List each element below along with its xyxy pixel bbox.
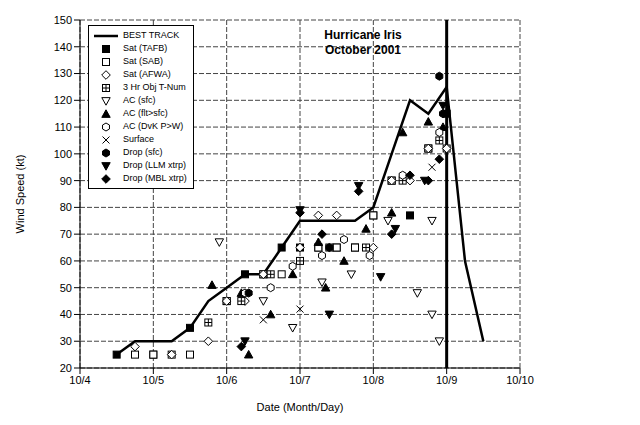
svg-text:50: 50 — [60, 282, 72, 294]
svg-text:10/8: 10/8 — [363, 374, 384, 386]
svg-text:30: 30 — [60, 335, 72, 347]
svg-text:140: 140 — [54, 41, 72, 53]
html-text:Sat (TAFB): Sat (TAFB) — [123, 43, 168, 53]
svg-text:40: 40 — [60, 308, 72, 320]
html-text:Sat (SAB): Sat (SAB) — [123, 56, 163, 66]
svg-text:Wind Speed (kt): Wind Speed (kt) — [14, 155, 26, 234]
html-text:October 2001: October 2001 — [325, 43, 401, 57]
svg-text:10/4: 10/4 — [69, 374, 90, 386]
html-text:Surface: Surface — [123, 134, 154, 144]
html-text:AC (sfc): AC (sfc) — [123, 95, 156, 105]
svg-text:10/9: 10/9 — [436, 374, 457, 386]
html-text:Hurricane Iris: Hurricane Iris — [324, 28, 402, 42]
svg-text:10/5: 10/5 — [143, 374, 164, 386]
svg-text:20: 20 — [60, 362, 72, 374]
svg-text:100: 100 — [54, 148, 72, 160]
html-text:Sat (AFWA): Sat (AFWA) — [123, 69, 171, 79]
svg-text:80: 80 — [60, 201, 72, 213]
svg-text:130: 130 — [54, 67, 72, 79]
svg-text:10/10: 10/10 — [506, 374, 534, 386]
svg-text:60: 60 — [60, 255, 72, 267]
svg-text:150: 150 — [54, 14, 72, 26]
svg-text:10/6: 10/6 — [216, 374, 237, 386]
html-text:BEST TRACK: BEST TRACK — [123, 30, 180, 40]
svg-text:90: 90 — [60, 175, 72, 187]
html-text:Drop (LLM xtrp): Drop (LLM xtrp) — [123, 160, 186, 170]
html-text:Drop (MBL xtrp): Drop (MBL xtrp) — [123, 173, 187, 183]
svg-text:70: 70 — [60, 228, 72, 240]
html-text:AC (flt>sfc): AC (flt>sfc) — [123, 108, 168, 118]
svg-text:110: 110 — [54, 121, 72, 133]
html-text:Drop (sfc): Drop (sfc) — [123, 147, 163, 157]
svg-text:10/7: 10/7 — [289, 374, 310, 386]
svg-text:Date (Month/Day): Date (Month/Day) — [257, 401, 344, 413]
html-text:3 Hr Obj T-Num: 3 Hr Obj T-Num — [123, 82, 186, 92]
svg-text:120: 120 — [54, 94, 72, 106]
html-text:AC (DvK P>W): AC (DvK P>W) — [123, 121, 184, 131]
